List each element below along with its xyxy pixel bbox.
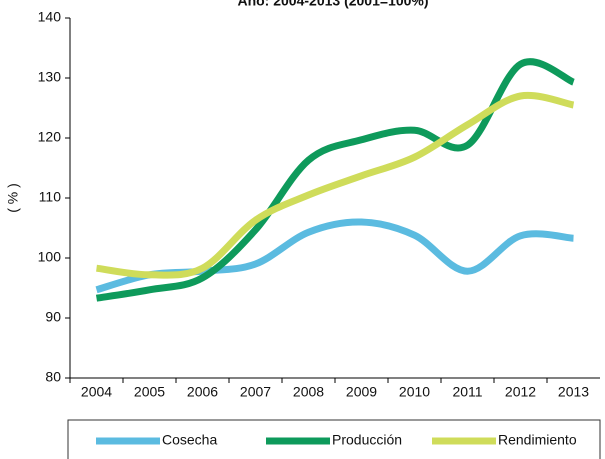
legend-label: Cosecha (162, 432, 217, 448)
chart-title: Año: 2004-2013 (2001=100%) (237, 0, 428, 9)
y-axis-label: ( % ) (5, 183, 21, 213)
y-tick-label: 140 (38, 9, 62, 25)
x-tick-label: 2006 (187, 384, 218, 400)
x-tick-label: 2004 (81, 384, 112, 400)
x-tick-label: 2010 (399, 384, 430, 400)
legend-label: Producción (332, 432, 402, 448)
legend-label: Rendimiento (498, 432, 577, 448)
x-tick-label: 2013 (558, 384, 589, 400)
y-tick-label: 110 (39, 189, 62, 205)
y-tick-label: 80 (45, 369, 61, 385)
x-tick-label: 2009 (346, 384, 377, 400)
x-tick-label: 2008 (293, 384, 324, 400)
y-tick-label: 120 (38, 129, 62, 145)
x-tick-label: 2007 (240, 384, 271, 400)
x-tick-label: 2012 (505, 384, 536, 400)
line-series (95, 218, 574, 294)
line-series (96, 91, 575, 279)
y-tick-label: 90 (45, 309, 61, 325)
x-tick-label: 2005 (134, 384, 165, 400)
y-tick-label: 130 (38, 69, 62, 85)
y-tick-label: 100 (38, 249, 62, 265)
line-series (95, 58, 576, 302)
x-tick-label: 2011 (452, 384, 482, 400)
legend-box (67, 419, 601, 459)
